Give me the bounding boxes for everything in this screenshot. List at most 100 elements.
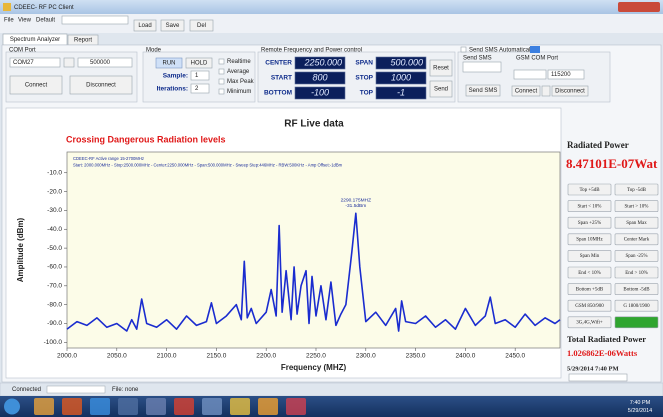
tab-label: Report xyxy=(74,38,92,44)
side-button[interactable] xyxy=(567,316,612,329)
taskbar-app[interactable] xyxy=(34,398,54,415)
sms-auto-label: Send SMS Automatically xyxy=(469,48,535,54)
option-label: Minimum xyxy=(227,89,251,95)
side-button[interactable] xyxy=(567,216,612,229)
run-button[interactable] xyxy=(155,57,183,69)
profile-dropdown[interactable] xyxy=(61,15,129,25)
taskbar-app[interactable] xyxy=(258,398,278,415)
button-label: Span +25% xyxy=(578,221,601,226)
disconnect-button[interactable] xyxy=(69,75,133,95)
reset-button[interactable] xyxy=(429,59,453,77)
taskbar-app[interactable] xyxy=(90,398,110,415)
taskbar-app[interactable] xyxy=(286,398,306,415)
gsm-port-select[interactable] xyxy=(513,69,547,80)
checkbox[interactable] xyxy=(218,68,225,75)
taskbar-app[interactable] xyxy=(146,398,166,415)
sample-value: 1 xyxy=(195,73,199,79)
sms-number[interactable] xyxy=(462,61,502,73)
title-bar xyxy=(0,0,663,14)
center-field[interactable] xyxy=(294,56,346,70)
span-field[interactable] xyxy=(375,56,427,70)
total-value: 1.026862E-06Watts xyxy=(567,348,638,358)
button-label: Center Mark xyxy=(624,238,650,243)
sms-send-title: Send SMS xyxy=(463,56,492,62)
button-label: Span -25% xyxy=(625,254,647,259)
start-field[interactable] xyxy=(294,71,346,85)
button-label: Send SMS xyxy=(469,88,498,94)
side-button[interactable] xyxy=(567,200,612,212)
top-field[interactable] xyxy=(375,86,427,100)
side-button[interactable] xyxy=(567,299,612,312)
button-label: End < 10% xyxy=(578,271,601,276)
bottom-field[interactable] xyxy=(294,86,346,100)
x-tick-label: 2400.0 xyxy=(455,353,475,360)
button-label: Load xyxy=(138,23,151,29)
window-controls[interactable] xyxy=(618,2,660,12)
field-label: BOTTOM xyxy=(264,90,292,97)
taskbar-app[interactable] xyxy=(118,398,138,415)
taskbar-app[interactable] xyxy=(62,398,82,415)
side-button[interactable] xyxy=(567,183,612,196)
button-label: End > 10% xyxy=(625,271,648,276)
taskbar-app[interactable] xyxy=(230,398,250,415)
status-file: File: none xyxy=(112,387,139,393)
side-button[interactable] xyxy=(567,266,612,279)
side-button[interactable] xyxy=(567,283,612,295)
side-button[interactable] xyxy=(614,266,659,279)
iterations-spinner[interactable] xyxy=(190,83,210,94)
baud-select[interactable] xyxy=(77,57,133,68)
send-sms-button[interactable] xyxy=(465,84,501,97)
refresh-button[interactable] xyxy=(63,57,75,68)
iterations-value: 2 xyxy=(195,86,199,92)
gsm-refresh-button[interactable] xyxy=(541,85,551,97)
port-select[interactable] xyxy=(9,57,61,68)
button-label: Span Max xyxy=(626,221,647,226)
button-label: Send xyxy=(434,87,448,93)
checkbox[interactable] xyxy=(218,88,225,95)
menu-item[interactable]: View xyxy=(18,18,32,24)
taskbar-app[interactable] xyxy=(174,398,194,415)
del-button[interactable] xyxy=(189,19,214,32)
button-label: Span Min xyxy=(580,254,600,259)
gsm-disconnect-button[interactable] xyxy=(551,85,589,97)
taskbar-app[interactable] xyxy=(202,398,222,415)
x-tick-label: 2000.0 xyxy=(57,353,77,360)
menu-item[interactable]: Default xyxy=(36,18,55,24)
sample-spinner[interactable] xyxy=(190,70,210,81)
plot-area xyxy=(66,151,561,349)
side-button[interactable] xyxy=(567,233,612,246)
connect-button[interactable] xyxy=(9,75,63,95)
x-tick-label: 2350.0 xyxy=(406,353,426,360)
field-value: -100 xyxy=(311,87,329,97)
gsm-baud-select[interactable] xyxy=(547,69,585,80)
stop-field[interactable] xyxy=(375,71,427,85)
load-button[interactable] xyxy=(133,19,157,32)
y-axis-label: Amplitude (dBm) xyxy=(16,217,25,282)
checkbox[interactable] xyxy=(218,78,225,85)
gsm-title: GSM COM Port xyxy=(516,56,558,62)
side-button[interactable] xyxy=(614,250,659,262)
message-box[interactable] xyxy=(568,373,628,382)
side-button[interactable] xyxy=(614,299,659,312)
side-button[interactable] xyxy=(614,183,659,196)
button-label: GSM 850/900 xyxy=(575,304,604,309)
y-tick-label: -50.0 xyxy=(47,245,62,252)
menu-item[interactable]: File xyxy=(4,18,14,24)
side-button[interactable] xyxy=(614,233,659,246)
field-value: -1 xyxy=(397,87,405,97)
side-button[interactable] xyxy=(614,283,659,295)
side-button[interactable] xyxy=(614,200,659,212)
x-tick-label: 2300.0 xyxy=(356,353,376,360)
side-button[interactable] xyxy=(614,216,659,229)
save-button[interactable] xyxy=(160,19,185,32)
hold-button[interactable] xyxy=(185,57,213,69)
checkbox[interactable] xyxy=(460,46,467,53)
start-button[interactable] xyxy=(4,398,20,415)
side-button[interactable] xyxy=(567,250,612,262)
checkbox[interactable] xyxy=(218,58,225,65)
gsm-connect-button[interactable] xyxy=(511,85,541,97)
send-button[interactable] xyxy=(429,80,453,98)
sms-interval[interactable] xyxy=(530,46,540,53)
field-label: START xyxy=(271,75,292,82)
